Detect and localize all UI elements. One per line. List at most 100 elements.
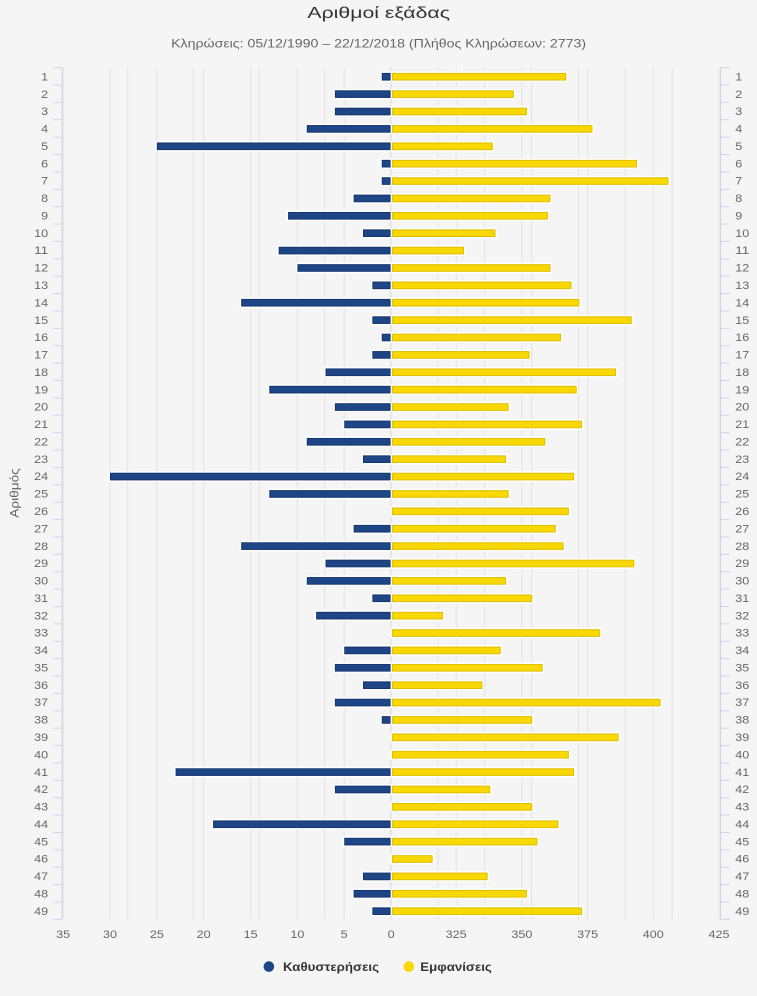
svg-text:45: 45 (34, 836, 48, 848)
svg-text:6: 6 (735, 158, 742, 170)
svg-text:44: 44 (735, 819, 749, 831)
svg-text:11: 11 (34, 245, 48, 257)
svg-text:39: 39 (34, 732, 48, 744)
svg-text:5: 5 (341, 929, 348, 941)
svg-text:21: 21 (34, 419, 48, 431)
svg-text:47: 47 (34, 871, 48, 883)
svg-text:23: 23 (735, 454, 749, 466)
svg-text:9: 9 (41, 210, 48, 222)
svg-text:38: 38 (735, 715, 749, 727)
svg-text:26: 26 (34, 506, 48, 518)
svg-text:44: 44 (34, 819, 48, 831)
svg-text:3: 3 (735, 106, 742, 118)
svg-text:25: 25 (34, 489, 48, 501)
svg-text:Καθυστερήσεις: Καθυστερήσεις (283, 960, 379, 974)
svg-text:23: 23 (34, 454, 48, 466)
svg-text:16: 16 (34, 332, 48, 344)
svg-text:25: 25 (150, 929, 164, 941)
svg-text:19: 19 (735, 384, 749, 396)
svg-text:18: 18 (34, 367, 48, 379)
svg-text:28: 28 (735, 541, 749, 553)
svg-text:49: 49 (735, 906, 749, 918)
svg-text:30: 30 (34, 576, 48, 588)
svg-text:47: 47 (735, 871, 749, 883)
svg-text:425: 425 (709, 929, 730, 941)
svg-text:10: 10 (34, 228, 48, 240)
svg-text:11: 11 (735, 245, 749, 257)
svg-text:350: 350 (511, 929, 532, 941)
svg-text:46: 46 (735, 854, 749, 866)
svg-text:38: 38 (34, 715, 48, 727)
svg-text:43: 43 (735, 802, 749, 814)
svg-text:17: 17 (735, 350, 749, 362)
svg-text:35: 35 (56, 929, 70, 941)
svg-text:36: 36 (34, 680, 48, 692)
svg-text:18: 18 (735, 367, 749, 379)
svg-text:33: 33 (735, 628, 749, 640)
svg-text:43: 43 (34, 802, 48, 814)
svg-text:5: 5 (41, 141, 48, 153)
svg-text:10: 10 (290, 929, 304, 941)
svg-text:325: 325 (446, 929, 467, 941)
svg-text:41: 41 (735, 767, 749, 779)
svg-text:375: 375 (577, 929, 598, 941)
svg-text:34: 34 (735, 645, 749, 657)
svg-text:10: 10 (735, 228, 749, 240)
svg-text:20: 20 (735, 402, 749, 414)
svg-text:15: 15 (34, 315, 48, 327)
svg-text:40: 40 (34, 749, 48, 761)
svg-text:30: 30 (103, 929, 117, 941)
svg-text:25: 25 (735, 489, 749, 501)
svg-text:2: 2 (735, 89, 742, 101)
svg-text:4: 4 (735, 124, 742, 136)
svg-text:0: 0 (388, 929, 395, 941)
svg-text:13: 13 (735, 280, 749, 292)
svg-text:Εμφανίσεις: Εμφανίσεις (420, 960, 492, 974)
svg-text:20: 20 (34, 402, 48, 414)
svg-text:12: 12 (735, 263, 749, 275)
svg-text:2: 2 (41, 89, 48, 101)
svg-text:24: 24 (34, 471, 48, 483)
svg-text:9: 9 (735, 210, 742, 222)
svg-text:7: 7 (735, 176, 742, 188)
svg-text:12: 12 (34, 263, 48, 275)
svg-text:48: 48 (34, 888, 48, 900)
svg-text:35: 35 (735, 662, 749, 674)
svg-text:19: 19 (34, 384, 48, 396)
svg-text:8: 8 (735, 193, 742, 205)
svg-text:31: 31 (735, 593, 749, 605)
svg-text:26: 26 (735, 506, 749, 518)
svg-text:13: 13 (34, 280, 48, 292)
svg-text:21: 21 (735, 419, 749, 431)
svg-text:46: 46 (34, 854, 48, 866)
svg-text:28: 28 (34, 541, 48, 553)
svg-text:48: 48 (735, 888, 749, 900)
svg-text:Αριθμοί εξάδας: Αριθμοί εξάδας (307, 5, 450, 22)
svg-text:6: 6 (41, 158, 48, 170)
svg-text:29: 29 (735, 558, 749, 570)
svg-text:14: 14 (34, 297, 48, 309)
svg-text:36: 36 (735, 680, 749, 692)
svg-text:35: 35 (34, 662, 48, 674)
svg-text:15: 15 (244, 929, 258, 941)
svg-text:17: 17 (34, 350, 48, 362)
svg-text:20: 20 (197, 929, 211, 941)
svg-text:14: 14 (735, 297, 749, 309)
svg-text:15: 15 (735, 315, 749, 327)
svg-text:40: 40 (735, 749, 749, 761)
svg-text:24: 24 (735, 471, 749, 483)
svg-text:37: 37 (735, 697, 749, 709)
svg-text:32: 32 (735, 610, 749, 622)
svg-text:7: 7 (41, 176, 48, 188)
svg-text:30: 30 (735, 576, 749, 588)
svg-text:37: 37 (34, 697, 48, 709)
svg-text:41: 41 (34, 767, 48, 779)
svg-text:42: 42 (34, 784, 48, 796)
svg-text:42: 42 (735, 784, 749, 796)
svg-text:27: 27 (735, 523, 749, 535)
svg-text:31: 31 (34, 593, 48, 605)
svg-text:33: 33 (34, 628, 48, 640)
svg-text:16: 16 (735, 332, 749, 344)
svg-text:4: 4 (41, 124, 48, 136)
svg-text:29: 29 (34, 558, 48, 570)
